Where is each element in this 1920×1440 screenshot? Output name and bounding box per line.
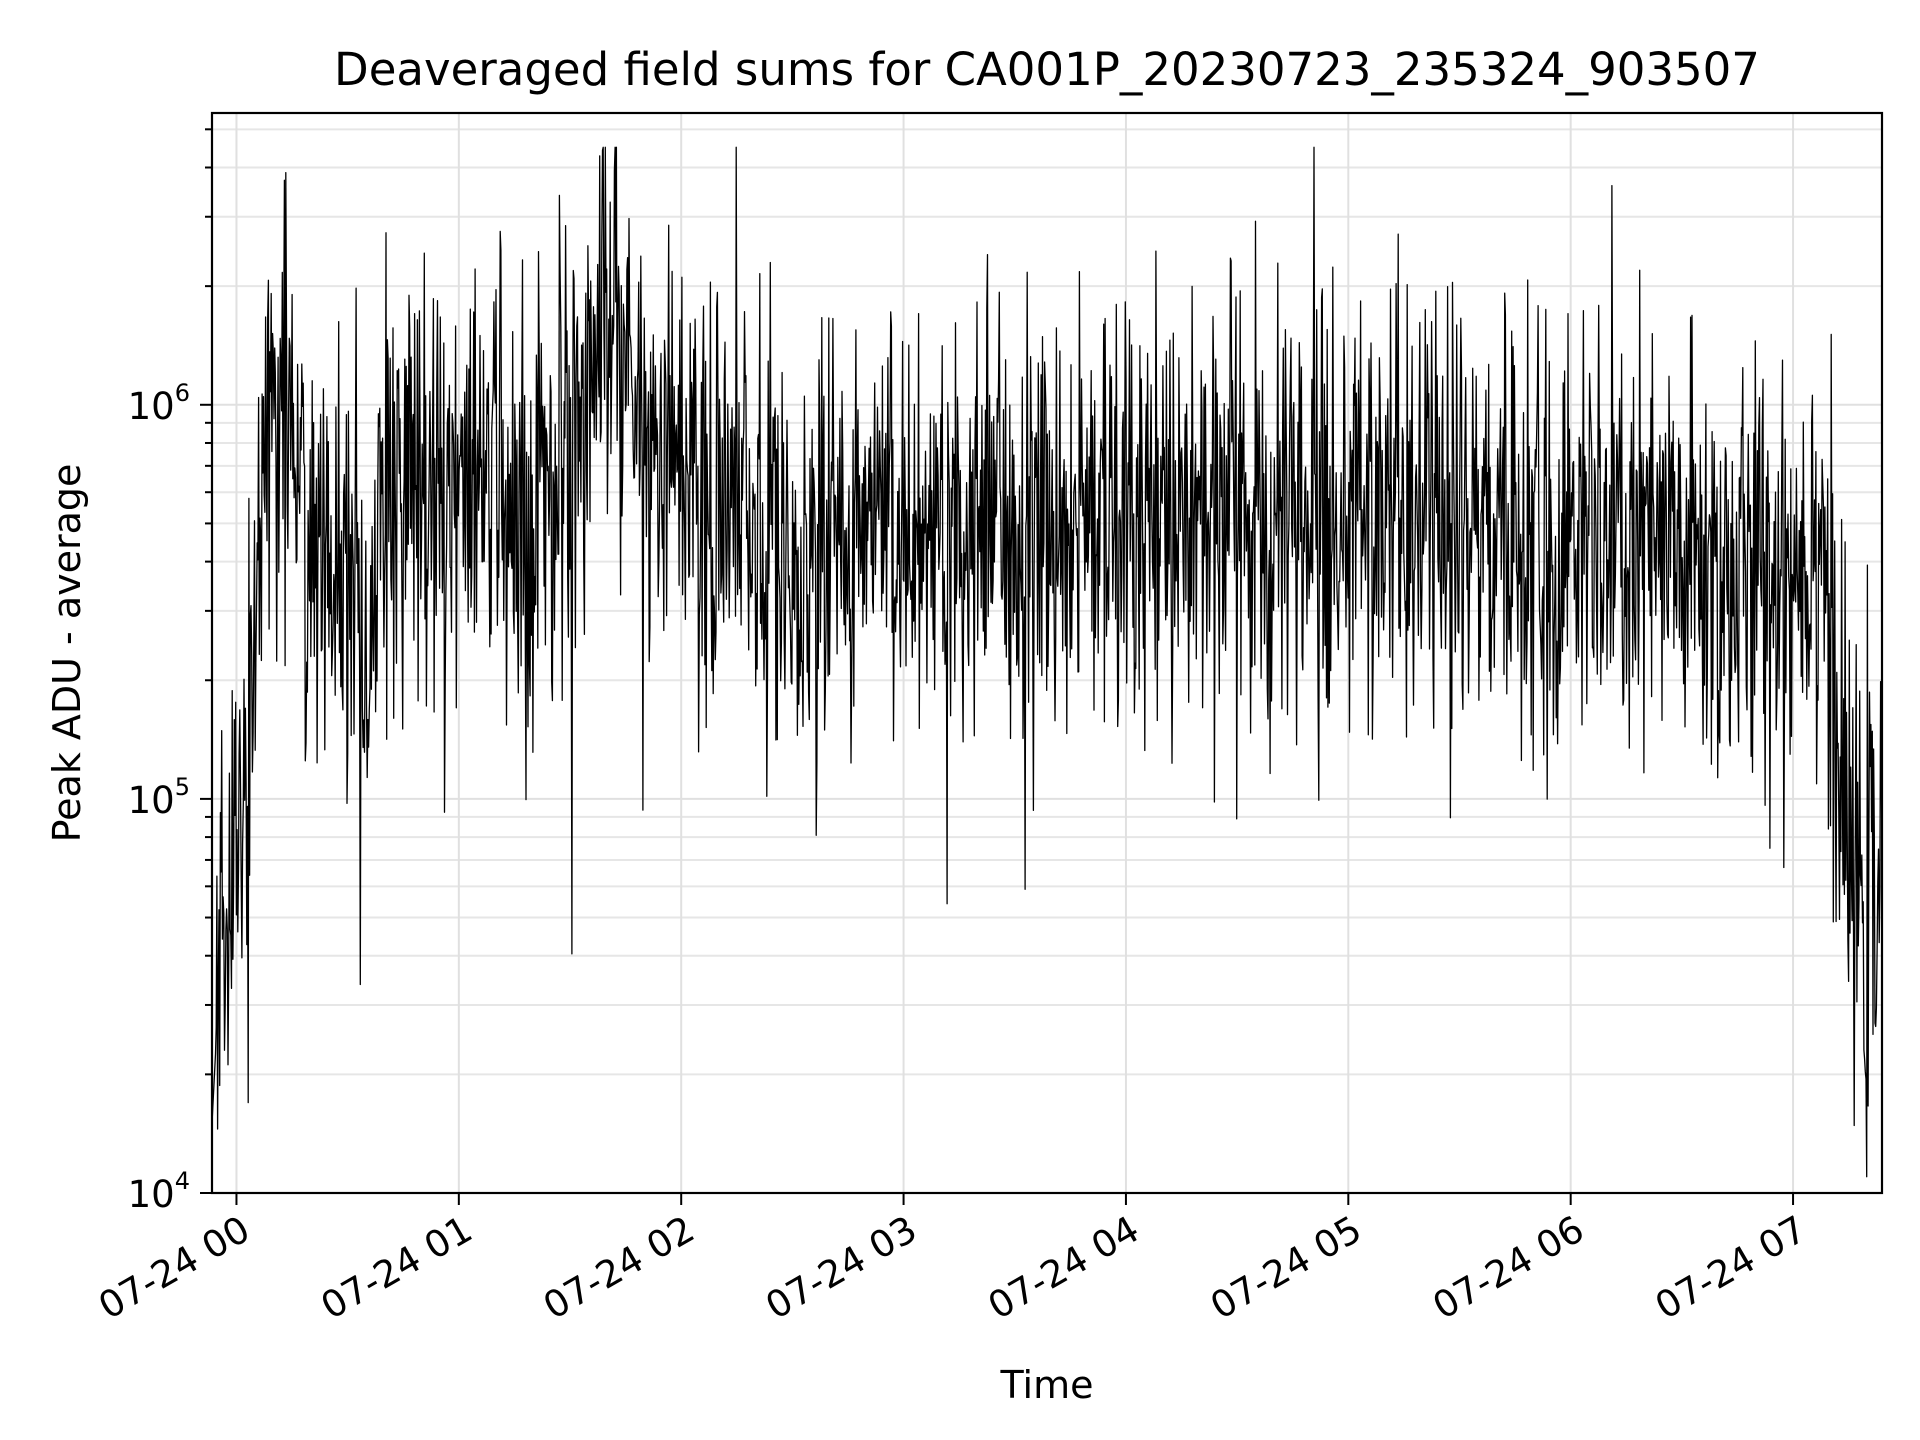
y-axis-label: Peak ADU - average: [45, 464, 89, 843]
series-line: [211, 146, 1883, 1178]
chart-title: Deaveraged field sums for CA001P_2023072…: [334, 43, 1760, 96]
y-tick-label: 105: [128, 773, 190, 822]
y-axis: 104 105 106: [128, 128, 212, 1216]
y-tick-label: 104: [128, 1167, 190, 1216]
y-tick-label: 106: [128, 379, 190, 428]
x-axis-label: Time: [1000, 1363, 1094, 1407]
plot-frame: [210, 111, 1884, 1195]
